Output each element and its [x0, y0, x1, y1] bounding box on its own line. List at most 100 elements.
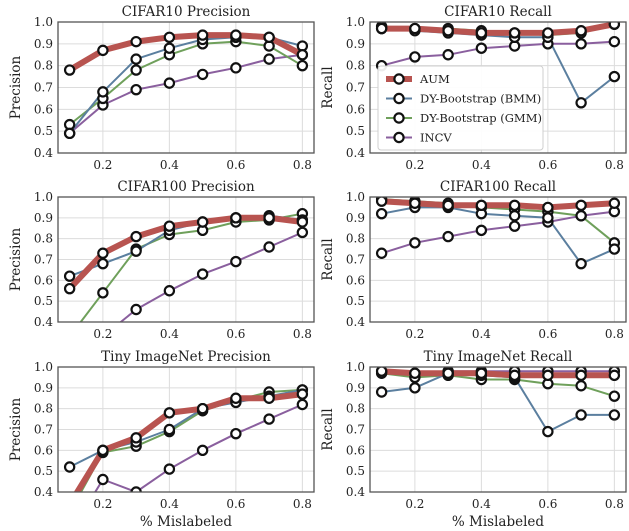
y-tick-label: 0.6: [34, 273, 53, 287]
data-point-aum: [163, 31, 176, 43]
data-point-aum: [196, 29, 209, 41]
data-point-dy-bootstrap-gmm: [575, 380, 587, 392]
data-point-dy-bootstrap-bmm: [97, 257, 109, 270]
data-point-aum: [163, 220, 176, 232]
y-tick-label: 0.5: [346, 464, 365, 478]
x-tick-label: 0.4: [160, 158, 179, 172]
y-tick-label: 0.7: [34, 253, 53, 267]
data-point-aum: [130, 432, 142, 444]
x-tick-label: 0.2: [93, 158, 112, 172]
data-point-incv: [196, 268, 209, 280]
data-point-aum: [409, 197, 421, 209]
x-tick-label: 0.6: [226, 327, 245, 341]
data-point-incv: [296, 398, 309, 411]
series-line-incv: [68, 53, 304, 135]
data-point-incv: [65, 355, 74, 364]
data-point-aum: [508, 199, 521, 212]
x-tick-label: 0.2: [93, 327, 112, 341]
data-point-incv: [475, 42, 488, 54]
data-point-incv: [442, 230, 454, 243]
legend-box: [377, 65, 544, 151]
data-point-aum: [97, 44, 109, 57]
y-tick-label: 0.8: [34, 232, 53, 246]
data-point-incv: [296, 226, 309, 239]
x-tick-label: 0.2: [405, 158, 424, 172]
legend-item-incv: INCV: [386, 131, 452, 145]
data-point-incv: [608, 35, 621, 48]
panel-title: CIFAR10 Recall: [444, 4, 552, 20]
panel-cifar100-recall: 0.4 0.5 0.6 0.7 0.8 0.9 1.0 0.2 0.4 0.6 0.8 CIFAR10…: [320, 179, 627, 341]
data-point-aum: [196, 216, 209, 228]
series-group: [63, 29, 309, 140]
panel-title: CIFAR100 Precision: [117, 179, 255, 195]
y-tick-label: 0.5: [346, 124, 365, 138]
x-tick-label: 0.8: [605, 327, 624, 341]
data-point-aum: [130, 230, 142, 243]
y-axis-label: Precision: [8, 227, 24, 291]
legend-swatch-marker: [393, 73, 405, 85]
legend-item-aum: AUM: [386, 72, 450, 86]
y-tick-label: 0.7: [346, 423, 365, 437]
series-line-incv: [119, 231, 304, 322]
data-point-incv: [230, 427, 242, 440]
data-point-dy-bootstrap-gmm: [296, 59, 309, 72]
y-tick-label: 0.4: [346, 315, 365, 329]
data-point-aum: [296, 49, 309, 61]
panel-title: CIFAR10 Precision: [122, 4, 251, 20]
data-point-aum: [608, 369, 621, 382]
panel-title: CIFAR100 Recall: [440, 179, 556, 195]
y-tick-label: 0.4: [34, 485, 53, 499]
panel-tiny-imagenet-precision: 0.4 0.5 0.6 0.7 0.8 0.9 1.0 0.2 0.4 0.6 0.8 Tiny Im…: [8, 349, 315, 530]
data-point-dy-bootstrap-gmm: [65, 508, 74, 517]
y-tick-label: 1.0: [34, 360, 53, 374]
y-axis-label: Recall: [320, 408, 336, 450]
legend-item-dy-bootstrap-gmm: DY-Bootstrap (GMM): [386, 111, 542, 125]
y-tick-label: 0.8: [346, 402, 365, 416]
data-point-incv: [409, 51, 421, 63]
data-point-aum: [475, 199, 488, 212]
data-point-dy-bootstrap-bmm: [375, 207, 388, 220]
data-point-incv: [375, 247, 388, 259]
x-tick-label: 0.6: [226, 497, 245, 511]
x-axis-label: % Mislabeled: [452, 514, 544, 530]
legend-label: AUM: [419, 72, 450, 86]
data-point-aum: [542, 201, 554, 214]
data-point-incv: [196, 444, 209, 457]
plot-frame: [369, 21, 627, 154]
x-axis-label: % Mislabeled: [140, 514, 232, 530]
data-point-incv: [130, 83, 142, 96]
data-point-aum: [263, 392, 275, 404]
x-tick-label: 0.4: [160, 497, 179, 511]
data-point-aum: [475, 367, 488, 379]
series-line-incv: [94, 403, 304, 492]
data-point-aum: [263, 31, 275, 43]
data-point-aum: [196, 402, 209, 415]
y-tick-label: 0.5: [34, 294, 53, 308]
data-point-dy-bootstrap-gmm: [65, 332, 74, 341]
y-tick-label: 0.4: [34, 315, 53, 329]
data-point-aum: [608, 197, 621, 209]
data-point-aum: [230, 212, 242, 224]
legend-swatch-marker: [393, 112, 405, 124]
data-point-aum: [442, 367, 454, 379]
data-point-aum: [409, 367, 421, 379]
panel-cifar100-precision: 0.4 0.5 0.6 0.7 0.8 0.9 1.0 0.2 0.4 0.6 0.8 CIFAR10…: [8, 179, 315, 364]
data-point-dy-bootstrap-gmm: [97, 287, 109, 299]
x-tick-label: 0.2: [405, 327, 424, 341]
y-tick-label: 0.8: [34, 59, 53, 73]
data-point-dy-bootstrap-bmm: [63, 127, 76, 140]
legend-swatch-marker: [393, 92, 405, 105]
x-tick-label: 0.6: [538, 497, 557, 511]
series-group: [375, 22, 621, 109]
data-point-dy-bootstrap-bmm: [97, 86, 109, 98]
data-point-dy-bootstrap-bmm: [542, 425, 554, 438]
x-tick-label: 0.8: [293, 497, 312, 511]
data-point-dy-bootstrap-bmm: [608, 243, 621, 255]
data-point-dy-bootstrap-bmm: [130, 245, 142, 257]
legend-label: DY-Bootstrap (GMM): [420, 111, 542, 125]
x-tick-label: 0.8: [605, 158, 624, 172]
data-point-incv: [508, 220, 521, 232]
data-point-incv: [263, 413, 275, 425]
x-tick-label: 0.6: [226, 158, 245, 172]
y-tick-label: 1.0: [346, 15, 365, 29]
